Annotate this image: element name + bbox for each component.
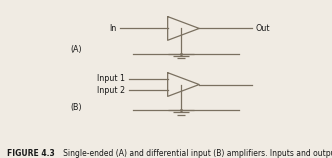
Text: Out: Out (256, 24, 270, 33)
Text: (B): (B) (70, 103, 82, 112)
Text: (A): (A) (70, 45, 82, 54)
Text: Input 2: Input 2 (97, 86, 125, 95)
Text: In: In (109, 24, 116, 33)
Text: Input 1: Input 1 (98, 74, 125, 83)
Text: FIGURE 4.3: FIGURE 4.3 (7, 149, 55, 158)
Text: Single-ended (A) and differential input (B) amplifiers. Inputs and outputs are r: Single-ended (A) and differential input … (56, 149, 332, 158)
